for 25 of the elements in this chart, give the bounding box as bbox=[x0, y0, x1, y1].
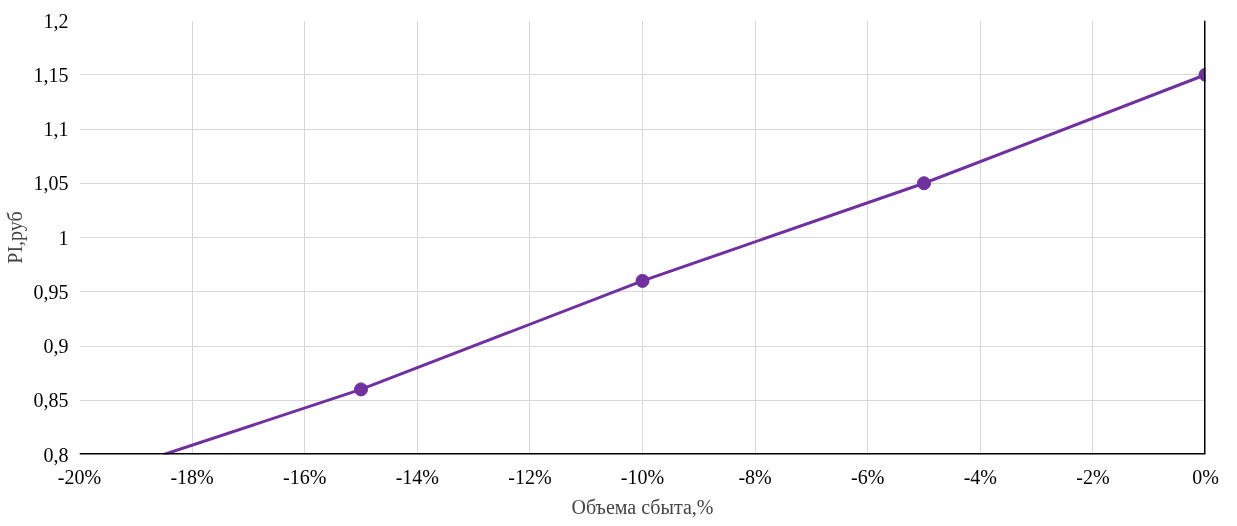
y-axis-title: PI,руб bbox=[3, 211, 27, 264]
point bbox=[354, 382, 368, 397]
x-tick-label: -10% bbox=[620, 465, 665, 488]
y-tick-label: 0,8 bbox=[43, 443, 69, 466]
y-tick-label: 1,05 bbox=[33, 172, 69, 195]
y-tick-label: 1,2 bbox=[43, 9, 69, 32]
y-tick-label: 0,85 bbox=[33, 389, 69, 412]
x-tick-label: -4% bbox=[963, 465, 997, 488]
x-tick-label: -12% bbox=[508, 465, 552, 488]
x-tick-label: -6% bbox=[851, 465, 885, 488]
y-tick-label: 0,9 bbox=[43, 335, 69, 357]
y-tick-label: 1 bbox=[58, 226, 69, 249]
x-tick-label: -2% bbox=[1076, 465, 1110, 488]
x-axis-title: Объема сбыта,% bbox=[571, 495, 714, 518]
y-tick-label: 1,15 bbox=[33, 63, 69, 86]
x-tick-label: -16% bbox=[283, 465, 327, 488]
y-tick-label: 1,1 bbox=[43, 118, 69, 140]
y-tick-label: 0,95 bbox=[33, 280, 69, 303]
x-tick-label: 0% bbox=[1192, 465, 1219, 488]
point bbox=[635, 273, 650, 288]
x-tick-label: -8% bbox=[738, 465, 772, 488]
x-tick-label: -14% bbox=[395, 465, 439, 488]
x-tick-label: -18% bbox=[170, 465, 214, 488]
x-tick-label: -20% bbox=[57, 465, 102, 488]
point bbox=[917, 176, 931, 191]
